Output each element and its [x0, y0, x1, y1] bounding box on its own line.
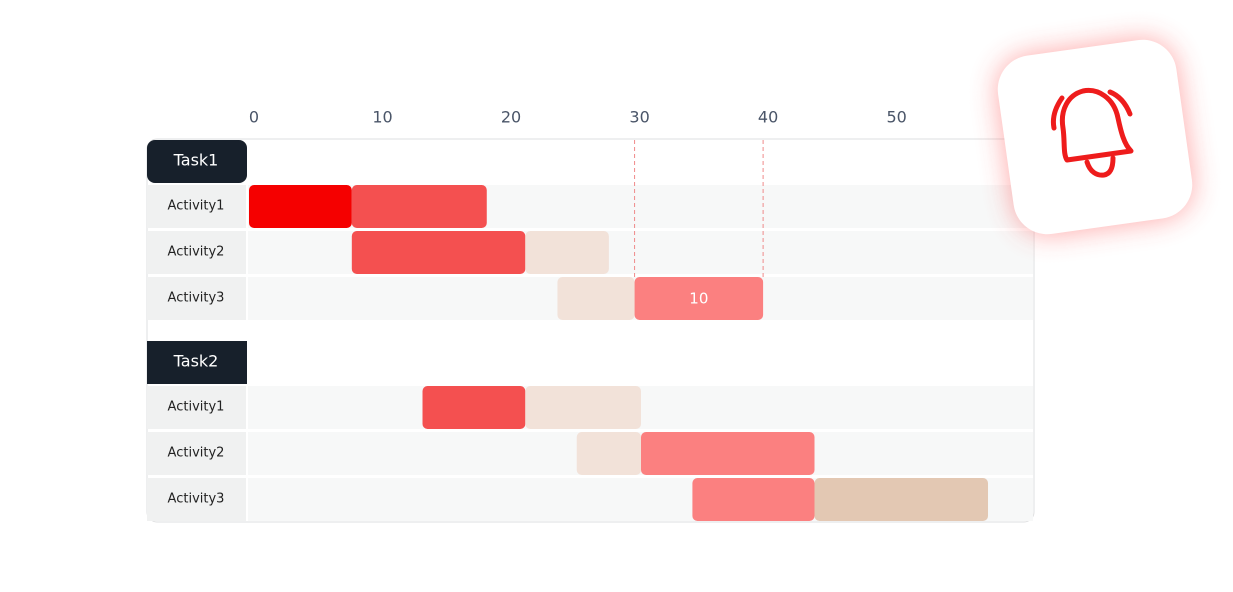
- activity-name: Activity3: [168, 492, 225, 507]
- activity-bar: [422, 386, 526, 429]
- row-label-cell: [147, 432, 246, 475]
- activity-bar: [576, 432, 641, 475]
- x-tick-label: 10: [372, 108, 392, 127]
- row-label-cell: [147, 231, 246, 274]
- activity-bar: [249, 185, 352, 228]
- activity-name: Activity1: [168, 199, 225, 214]
- activity-bar: [525, 386, 641, 429]
- activity-name: Activity2: [168, 245, 225, 260]
- activity-bar: [634, 277, 764, 320]
- x-tick-label: 20: [501, 108, 521, 127]
- chart-layer: 0 10 20 30 40 50 Task1 Activity1 Activity2 Activi…: [147, 108, 1033, 521]
- activity-bar: [641, 432, 815, 475]
- row-label-cell: [147, 386, 246, 429]
- card: [997, 39, 1193, 235]
- bell-icon: [1050, 87, 1134, 178]
- row-label-cell: [147, 185, 246, 228]
- x-tick-label: 50: [886, 108, 906, 127]
- activity-bar: [351, 185, 487, 228]
- task-name: Task1: [173, 151, 219, 170]
- task-header: [147, 341, 247, 384]
- x-tick-label: 30: [629, 108, 649, 127]
- task-header: [147, 140, 247, 183]
- task-name: Task2: [173, 352, 219, 371]
- activity-bar: [814, 478, 989, 521]
- activity-bar: [351, 231, 526, 274]
- x-tick-label: 0: [249, 108, 259, 127]
- activity-bar: [525, 231, 609, 274]
- activity-bar: [692, 478, 815, 521]
- activity-name: Activity1: [168, 400, 225, 415]
- alert-card: [997, 39, 1193, 235]
- x-tick-label: 40: [758, 108, 778, 127]
- row-label-cell: [147, 277, 246, 320]
- activity-bar: [557, 277, 635, 320]
- activity-name: Activity3: [168, 291, 225, 306]
- activity-name: Activity2: [168, 446, 225, 461]
- bar-label: 10: [689, 290, 708, 308]
- row-label-cell: [147, 478, 246, 521]
